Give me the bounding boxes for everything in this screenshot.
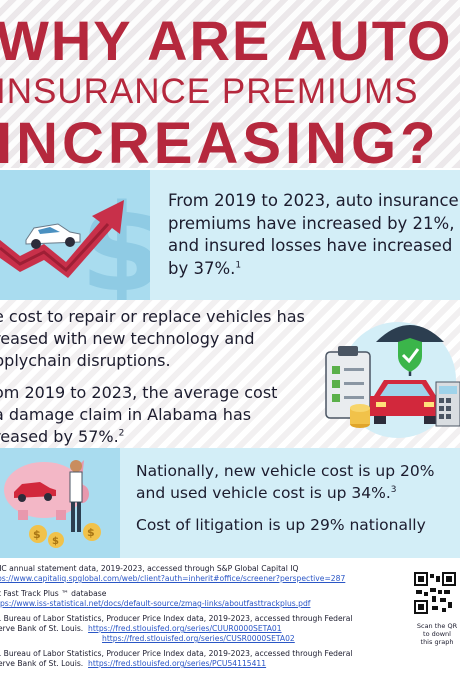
reference-1-link[interactable]: tps://www.capitaliq.spglobal.com/web/cli… — [0, 574, 346, 583]
references-list: AIC annual statement data, 2019-2023, ac… — [0, 564, 404, 674]
vehicle-cost-statements: Nationally, new vehicle cost is up 20% a… — [136, 460, 460, 546]
vehicle-cost-paragraph: Nationally, new vehicle cost is up 20% a… — [136, 462, 435, 502]
calculator-icon — [435, 381, 460, 427]
reference-4: S. Bureau of Labor Statistics, Producer … — [0, 649, 353, 668]
header-banner: WHY ARE AUTO INSURANCE PREMIUMS INCREASI… — [0, 0, 460, 168]
premiums-line-2: premiums have increased by 21%, — [168, 213, 455, 233]
dollar-coins-icon: $ $ $ — [29, 523, 101, 548]
qr-block: Scan the QR to downl this graph — [414, 572, 460, 646]
reference-2-link[interactable]: ttps://www.iss-statistical.net/docs/defa… — [0, 599, 311, 608]
car-icon — [25, 223, 81, 249]
rising-arrow-icon: $ — [0, 180, 164, 319]
damage-claim-paragraph: om 2019 to 2023, the average cost a dama… — [0, 383, 278, 446]
reference-3-link-2[interactable]: https://fred.stlouisfed.org/series/CUSR0… — [102, 634, 295, 643]
repair-cost-paragraph: e cost to repair or replace vehicles has… — [0, 307, 305, 370]
title-line-1: WHY ARE AUTO — [0, 9, 453, 72]
vehicle-cost-panel: $ $ $ Nationally, new vehicle cost is up… — [0, 448, 460, 558]
title-line-2: INSURANCE PREMIUMS — [0, 72, 419, 111]
clipboard-icon — [325, 346, 371, 419]
person-icon — [69, 460, 83, 532]
footnote-marker: 2 — [118, 428, 125, 439]
rising-arrow-car-illustration: $ — [0, 170, 164, 319]
red-car-icon — [370, 380, 440, 424]
reference-4-link[interactable]: https://fred.stlouisfed.org/series/PCU54… — [88, 659, 267, 668]
small-red-car-icon — [14, 482, 56, 502]
shield-check-icon — [398, 338, 422, 372]
svg-text:$: $ — [87, 526, 95, 539]
title-line-3: INCREASING? — [0, 111, 440, 168]
piggy-bank-illustration: $ $ $ — [0, 448, 120, 558]
premiums-line-4: by 37%.1 — [168, 258, 242, 278]
qr-code-icon[interactable] — [414, 572, 456, 614]
repair-cost-panel: e cost to repair or replace vehicles has… — [0, 300, 460, 448]
coin-stack-icon — [350, 404, 370, 428]
premiums-line-3: and insured losses have increased — [168, 236, 453, 255]
reference-2: st Fast Track Plus ™ database ttps://www… — [0, 589, 404, 609]
repair-cost-statements: e cost to repair or replace vehicles has… — [0, 306, 334, 448]
insurance-claim-illustration — [318, 312, 460, 442]
premiums-statement: From 2019 to 2023, auto insurance premiu… — [168, 190, 460, 280]
svg-text:$: $ — [33, 528, 41, 541]
reference-3-link-1[interactable]: https://fred.stlouisfed.org/series/CUUR0… — [88, 624, 282, 633]
premiums-line-1: From 2019 to 2023, auto insurance — [168, 191, 459, 210]
premiums-panel: $ From 2019 to 2023, auto insurance prem… — [0, 170, 460, 319]
svg-text:$: $ — [52, 536, 59, 547]
qr-caption: Scan the QR to downl this graph — [416, 622, 458, 646]
litigation-cost-paragraph: Cost of litigation is up 29% nationally — [136, 516, 426, 534]
footnote-marker: 1 — [235, 260, 242, 270]
reference-3: S. Bureau of Labor Statistics, Producer … — [0, 614, 353, 643]
reference-1: AIC annual statement data, 2019-2023, ac… — [0, 564, 404, 584]
footnote-marker: 3 — [390, 484, 397, 495]
references-footer: AIC annual statement data, 2019-2023, ac… — [0, 558, 460, 700]
header-stripe-background — [0, 0, 460, 168]
